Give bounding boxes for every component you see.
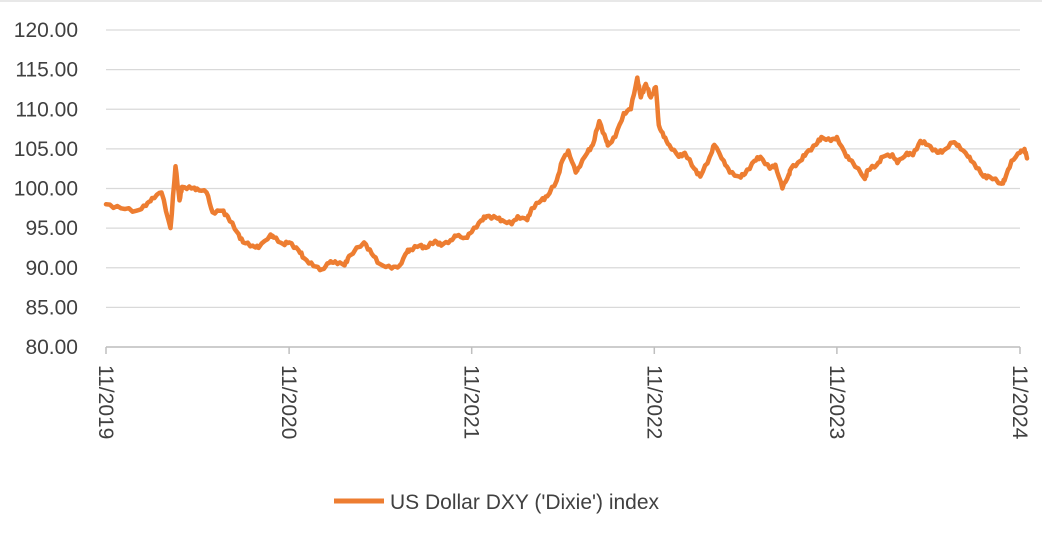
y-tick-label: 120.00 [14, 19, 78, 42]
legend-label: US Dollar DXY ('Dixie') index [390, 491, 660, 514]
y-tick-label: 90.00 [25, 257, 78, 280]
x-axis: 11/2019 11/2020 11/2021 11/2022 11/2023 11/20… [94, 346, 1031, 440]
legend: US Dollar DXY ('Dixie') index [334, 491, 660, 514]
y-tick-label: 110.00 [15, 98, 78, 121]
gridlines [0, 0, 1042, 348]
x-tick-label: 11/2023 [825, 365, 848, 439]
x-tick-label: 11/2024 [1008, 365, 1031, 440]
x-tick-label: 11/2019 [94, 365, 117, 439]
y-tick-label: 95.00 [25, 217, 78, 240]
y-tick-label: 115.00 [15, 59, 78, 82]
y-tick-label: 85.00 [25, 296, 78, 319]
series-group [103, 75, 1030, 273]
y-tick-label: 100.00 [14, 178, 78, 201]
x-tick-label: 11/2022 [642, 365, 665, 439]
y-tick-label: 80.00 [25, 336, 78, 359]
x-tick-label: 11/2020 [277, 365, 300, 439]
y-tick-label: 105.00 [14, 138, 78, 161]
y-axis-ticks: 80.00 85.00 90.00 95.00 100.00 105.00 110.00 11… [14, 19, 78, 359]
series-line-dxy [103, 75, 1030, 273]
x-tick-label: 11/2021 [460, 365, 483, 439]
